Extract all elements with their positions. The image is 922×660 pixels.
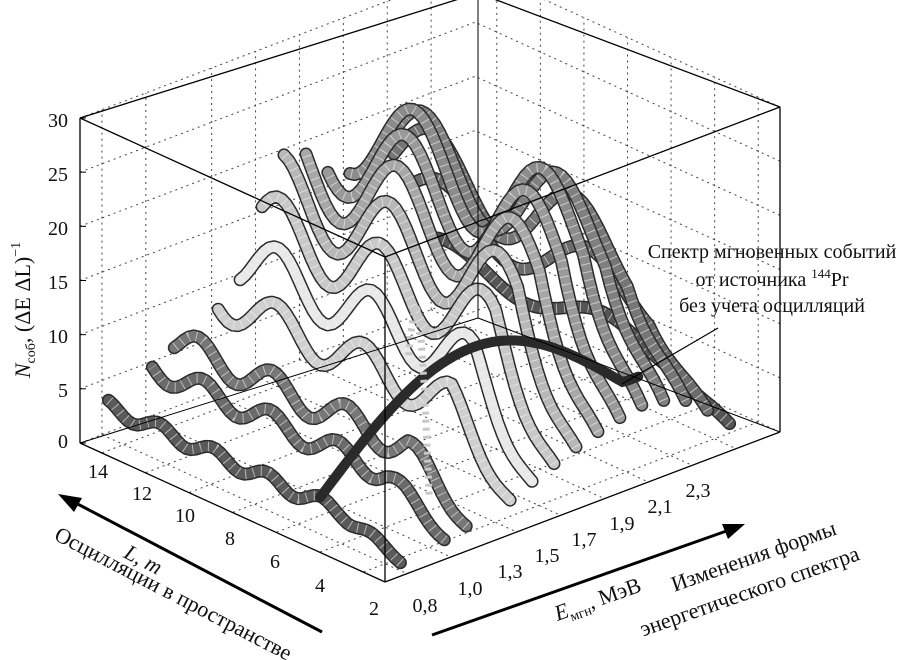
z-tick-label: 10 [175, 505, 195, 527]
z-axis-arrow [58, 494, 323, 634]
box-edge [384, 106, 781, 258]
x-axis-label: Eмгн, МэВ [550, 572, 646, 630]
grid-line [319, 401, 715, 553]
y-tick-labels: 0 5 10 15 20 25 30 [48, 110, 68, 453]
box-edge [384, 431, 781, 583]
x-tick-label: 2,3 [686, 480, 711, 502]
x-tick-label: 1,0 [458, 578, 483, 600]
grid-line [101, 302, 497, 454]
z-tick-label: 12 [132, 483, 152, 505]
ribbon-energy-slice [213, 297, 516, 506]
z-tick-labels: 14 12 10 8 6 4 2 [88, 461, 379, 620]
oscillation-trace [405, 304, 433, 495]
y-tick-label: 5 [58, 380, 68, 402]
z-tick-label: 6 [270, 551, 280, 573]
box-edge [494, 0, 781, 108]
y-tick-label: 30 [48, 110, 68, 132]
grid-line [145, 417, 452, 558]
ribbon-energy-slice [147, 362, 450, 545]
grid-line [363, 421, 759, 573]
ribbon-energy-slice [235, 241, 538, 487]
reference-spectrum-line [315, 335, 644, 503]
x-tick-label: 1,3 [498, 561, 523, 583]
z-tick-label: 4 [315, 575, 325, 597]
osc-space-label: Осцилляции в пространстве [51, 521, 297, 660]
grid-line [474, 21, 781, 162]
y-tick-label: 25 [48, 164, 68, 186]
ribbon-energy-slice [279, 149, 581, 452]
x-tick-label: 1,5 [535, 545, 560, 567]
x-tick-labels: 0,8 1,0 1,3 1,5 1,7 1,9 2,1 2,3 [413, 480, 711, 617]
x-tick-label: 0,8 [413, 595, 438, 617]
grid-line [474, 292, 781, 433]
y-tick-label: 15 [48, 272, 68, 294]
grid-line [474, 75, 781, 216]
data-layer [102, 102, 737, 570]
box-edge [79, 0, 458, 119]
grid-line [79, 75, 476, 227]
x-axis-arrow [431, 524, 745, 637]
box-edge [477, 317, 781, 433]
y-tick-label: 0 [58, 431, 68, 453]
box-edge [79, 442, 386, 583]
ribbon-segment-marks [171, 330, 470, 530]
spectrum-annotation: Спектр мгновенных событий от источника 1… [621, 241, 897, 385]
grid-line [255, 375, 561, 516]
y-axis-label: Nсоб, (ΔE ΔL)−1 [9, 242, 39, 379]
grid-line [79, 130, 476, 281]
spectrum-annotation-line3: без учета осцилляций [679, 295, 865, 317]
z-tick-label: 14 [88, 461, 108, 483]
grid-line [79, 184, 476, 336]
grid-line [430, 309, 737, 450]
grid-line [474, 130, 781, 270]
grid-line [79, 21, 476, 173]
grid-line [474, 184, 781, 325]
x-tick-label: 1,7 [572, 529, 597, 551]
x-tick-label: 2,1 [648, 496, 673, 518]
grid-line [299, 359, 605, 500]
y-tick-label: 10 [48, 326, 68, 348]
grid-line [79, 238, 476, 390]
spectrum-annotation-line2: от источника 144Pr [695, 266, 848, 291]
box-edge [79, 317, 479, 444]
ribbon-energy-slice [301, 149, 603, 437]
spectrum-annotation-line1: Спектр мгновенных событий [648, 241, 897, 263]
spectrum-annotation-leader [621, 327, 719, 385]
ribbon-energy-slice [257, 191, 559, 469]
grid-line [474, 238, 781, 379]
y-tick-label: 20 [48, 218, 68, 240]
z-tick-label: 8 [225, 528, 235, 550]
frame-layer [79, 0, 781, 583]
grid-line [101, 434, 408, 575]
z-tick-label: 2 [369, 598, 379, 620]
ribbon-energy-slice [103, 395, 406, 568]
box-edge [79, 117, 386, 258]
x-tick-label: 1,9 [610, 513, 635, 535]
grid-line [79, 0, 393, 119]
grid-line [544, 0, 781, 108]
grid-line [343, 342, 649, 483]
